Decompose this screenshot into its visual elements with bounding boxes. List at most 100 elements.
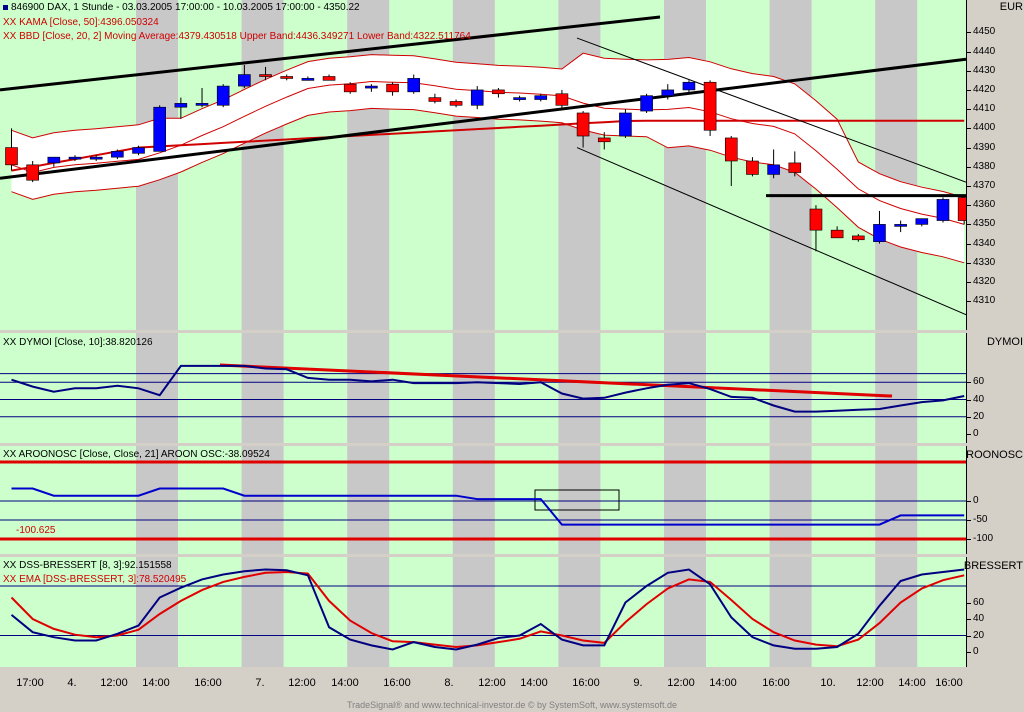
tick-mark (967, 224, 971, 226)
time-axis-label: 16:00 (194, 677, 222, 689)
aroon-axis[interactable]: ROONOSC 0 -50 -100 (966, 446, 1024, 554)
tick-label: 4310 (973, 295, 996, 307)
session-stripe (558, 446, 601, 554)
dymoi-pane[interactable]: XX DYMOI [Close, 10]:38.820126 (0, 333, 966, 443)
candle-down (26, 164, 39, 181)
dss-chart (0, 557, 966, 667)
tick-label: 4390 (973, 141, 996, 153)
dymoi-axis[interactable]: DYMOI 60 40 20 0 (966, 333, 1024, 443)
chart-title-text: 846900 DAX, 1 Stunde - 03.03.2005 17:00:… (11, 2, 360, 13)
candle-down (259, 74, 272, 77)
candle-up (407, 78, 421, 93)
aroon-pane[interactable]: XX AROONOSC [Close, Close, 21] AROON OSC… (0, 446, 966, 554)
session-stripe (347, 446, 390, 554)
tick-mark (967, 399, 971, 401)
time-axis-label: 9. (633, 677, 643, 689)
tick-mark (967, 501, 971, 502)
tick-label: 4380 (973, 160, 996, 172)
dss-axis[interactable]: BRESSERT 60 40 20 0 (963, 557, 1024, 667)
candle-up (68, 156, 82, 160)
tick-label: 60 (973, 376, 985, 388)
candle-up (619, 112, 632, 137)
tick-label: 4420 (973, 83, 996, 95)
candle-up (661, 89, 675, 96)
chart-title: 846900 DAX, 1 Stunde - 03.03.2005 17:00:… (3, 2, 360, 14)
tick-mark (967, 434, 971, 435)
tick-label: 40 (973, 613, 985, 624)
session-stripe (875, 0, 918, 330)
session-stripe (136, 557, 178, 667)
tick-mark (967, 520, 971, 521)
time-axis-label: 14:00 (898, 677, 926, 689)
candle-down (322, 76, 336, 81)
candle-up (470, 89, 484, 106)
tick-label: 4360 (973, 199, 996, 211)
channel-lower (576, 147, 966, 316)
candle-down (555, 93, 569, 106)
tick-mark (967, 539, 971, 540)
price-pane[interactable]: 846900 DAX, 1 Stunde - 03.03.2005 17:00:… (0, 0, 966, 330)
channel-upper (576, 37, 966, 183)
tick-label: 0 (973, 646, 979, 657)
session-stripe (769, 446, 812, 554)
tick-label: 0 (973, 428, 979, 439)
candle-down (280, 76, 294, 79)
candle-up (153, 106, 166, 152)
session-stripe (769, 557, 812, 667)
candle-up (873, 224, 886, 242)
tick-label: 4350 (973, 218, 996, 230)
kama-legend: XX KAMA [Close, 50]:4396.050324 (3, 17, 159, 28)
session-stripe (136, 446, 178, 554)
time-axis-label: 10. (820, 677, 836, 689)
session-stripe (769, 333, 812, 443)
candle-up (640, 95, 653, 112)
aroon-axis-title: ROONOSC (966, 449, 1023, 461)
candle-down (576, 112, 590, 137)
aroon-chart (0, 446, 966, 554)
tick-mark (967, 301, 971, 303)
session-stripe (558, 333, 601, 443)
time-axis-label: 16:00 (762, 677, 790, 689)
candle-up (534, 95, 548, 100)
tick-label: 4440 (973, 45, 996, 57)
time-axis[interactable]: 17:00 4. 12:00 14:00 16:00 7. 12:00 14:00 16:00 8… (0, 668, 966, 696)
candle-up (132, 147, 145, 154)
candle-down (851, 235, 865, 241)
candle-down (703, 81, 717, 131)
time-axis-label: 14:00 (331, 677, 359, 689)
candle-up (89, 156, 103, 160)
dymoi-axis-title: DYMOI (986, 336, 1023, 348)
candle-down (746, 160, 759, 175)
bollinger-upper-band (11, 52, 965, 198)
tick-label: 40 (973, 393, 985, 405)
session-stripe (558, 0, 601, 330)
tick-mark (967, 619, 971, 620)
time-axis-label: 14:00 (142, 677, 170, 689)
candle-up (111, 151, 124, 158)
footer-credit: TradeSignal® and www.technical-investor.… (346, 700, 678, 710)
tick-label: -100 (973, 533, 994, 544)
price-chart (0, 0, 966, 330)
tick-mark (967, 262, 971, 264)
tick-mark (967, 147, 971, 149)
session-stripe (875, 557, 918, 667)
price-axis[interactable]: EUR 4450 4440 4430 4420 4410 4400 4390 4380 4370… (966, 0, 1024, 330)
session-stripe (241, 0, 284, 330)
tick-label: 20 (973, 629, 985, 641)
session-stripe (558, 557, 601, 667)
candle-down (449, 101, 463, 106)
dss-legend: XX DSS-BRESSERT [8, 3]:92.151558 (3, 560, 172, 571)
tick-label: 0 (973, 495, 979, 506)
tick-mark (967, 382, 971, 384)
time-axis-label: 12:00 (100, 677, 128, 689)
session-stripe (664, 557, 706, 667)
tick-label: 4330 (973, 256, 996, 268)
dss-axis-title: BRESSERT (963, 560, 1023, 572)
trendline-support (0, 57, 966, 180)
tick-mark (967, 652, 971, 653)
time-axis-label: 8. (444, 677, 454, 689)
dss-pane[interactable]: XX DSS-BRESSERT [8, 3]:92.151558 XX EMA … (0, 557, 966, 667)
dss-ema-line (10, 570, 965, 649)
time-axis-label: 17:00 (16, 677, 44, 689)
tick-mark (967, 205, 971, 207)
